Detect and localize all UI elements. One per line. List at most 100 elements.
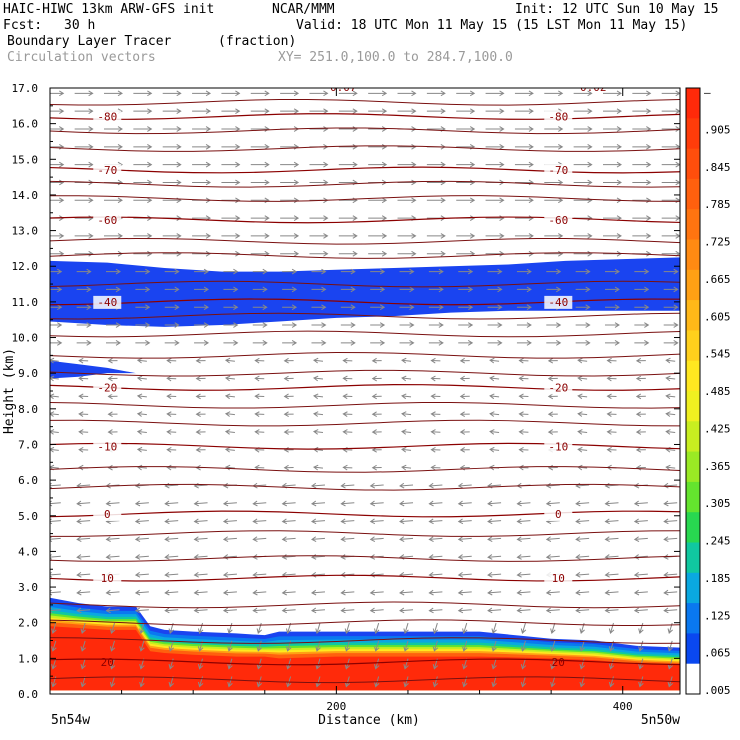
vector-arrow [310, 482, 326, 489]
contour-label: -20 [97, 381, 117, 394]
vector-arrow [368, 161, 388, 168]
vector-arrow [285, 622, 292, 634]
vector-arrow [340, 322, 356, 328]
vector-arrow [282, 322, 298, 328]
vector-arrow [368, 250, 388, 257]
vector-arrow [109, 622, 116, 634]
vector-arrow [197, 676, 204, 688]
vector-arrow [516, 500, 531, 507]
vector-arrow [76, 536, 91, 542]
vector-arrow [514, 233, 534, 239]
field-name: Boundary Layer Tracer [7, 34, 172, 49]
vector-arrow [135, 268, 151, 275]
vector-arrow [516, 286, 532, 293]
vector-arrow [310, 589, 326, 596]
vector-arrow [520, 622, 527, 634]
vector-arrow [338, 143, 358, 150]
vector-arrow [164, 589, 179, 596]
vector-arrow [252, 322, 268, 328]
vector-arrow [428, 340, 444, 346]
vector-arrow [50, 340, 63, 346]
vector-arrow [164, 607, 179, 614]
vector-arrow [544, 126, 564, 132]
vector-arrow [104, 197, 123, 204]
vector-arrow [661, 179, 680, 186]
vector-arrow [164, 268, 180, 275]
vector-arrow [136, 375, 147, 382]
vector-arrow [338, 197, 358, 204]
vector-arrow [573, 90, 593, 97]
vector-arrow [192, 143, 212, 150]
vector-arrow [342, 411, 353, 417]
vector-arrow [663, 607, 678, 614]
vector-arrow [459, 375, 470, 382]
vector-arrow [491, 676, 497, 688]
contour-line [50, 658, 680, 666]
vector-arrow [78, 357, 89, 364]
vector-arrow [573, 250, 593, 257]
vector-arrow [371, 429, 382, 435]
xy-range: XY= 251.0,100.0 to 284.7,100.0 [278, 50, 513, 65]
y-tick-label: 14.0 [12, 189, 39, 202]
vector-arrow [487, 286, 503, 293]
colorbar-label: .665 [704, 273, 731, 286]
contour-label: -40 [548, 296, 568, 309]
y-tick-label: 15.0 [12, 153, 39, 166]
vector-arrow [107, 429, 118, 435]
y-axis-label: Height (km) [2, 348, 17, 434]
vector-arrow [432, 622, 439, 634]
y-tick-label: 1.0 [18, 652, 38, 665]
contour-line [50, 237, 680, 245]
contour-line [50, 312, 680, 320]
vector-arrow [661, 161, 680, 168]
vector-arrow [164, 571, 179, 578]
vector-arrow [50, 446, 59, 453]
vector-arrow [338, 250, 358, 257]
colorbar-swatch [686, 148, 700, 180]
vector-arrow [254, 429, 265, 435]
colorbar-swatch [686, 178, 700, 210]
vector-arrow [368, 90, 388, 97]
vector-arrow [459, 411, 470, 418]
contour-line [50, 466, 680, 473]
vector-arrow [661, 108, 680, 114]
vector-arrow [573, 143, 593, 150]
vector-arrow [397, 108, 417, 114]
vector-arrow [665, 464, 676, 471]
contour-line [50, 530, 680, 537]
y-tick-label: 2.0 [18, 617, 38, 630]
vector-arrow [545, 500, 560, 507]
colorbar-label: .605 [704, 310, 731, 323]
vector-arrow [485, 126, 505, 132]
vector-arrow [106, 322, 121, 328]
vector-arrow [489, 429, 500, 435]
vector-arrow [459, 393, 470, 400]
vector-arrow [252, 340, 268, 346]
vector-arrow [516, 554, 531, 560]
vector-arrow [311, 268, 327, 275]
vector-arrow [162, 250, 182, 257]
vector-arrow [283, 411, 294, 418]
vector-arrow [428, 589, 443, 596]
vector-arrow [197, 622, 204, 634]
vector-arrow [369, 571, 384, 578]
vector-arrow [370, 304, 386, 311]
vector-arrow [252, 268, 268, 275]
vector-arrow [338, 161, 358, 168]
vector-arrow [430, 375, 441, 382]
vector-arrow [401, 393, 412, 400]
vector-arrow [133, 161, 153, 168]
vector-arrow [224, 393, 235, 400]
vector-arrow [514, 161, 534, 168]
contour-line [50, 195, 680, 202]
vector-arrow [281, 589, 296, 596]
vector-arrow [338, 90, 358, 97]
vector-arrow [661, 197, 680, 204]
vector-arrow [635, 375, 646, 382]
vector-arrow [487, 571, 502, 578]
vector-arrow [456, 126, 476, 132]
vector-arrow [575, 571, 590, 578]
contour-line [50, 298, 680, 306]
contour-label: 0 [104, 508, 111, 521]
vector-arrow [105, 607, 120, 614]
